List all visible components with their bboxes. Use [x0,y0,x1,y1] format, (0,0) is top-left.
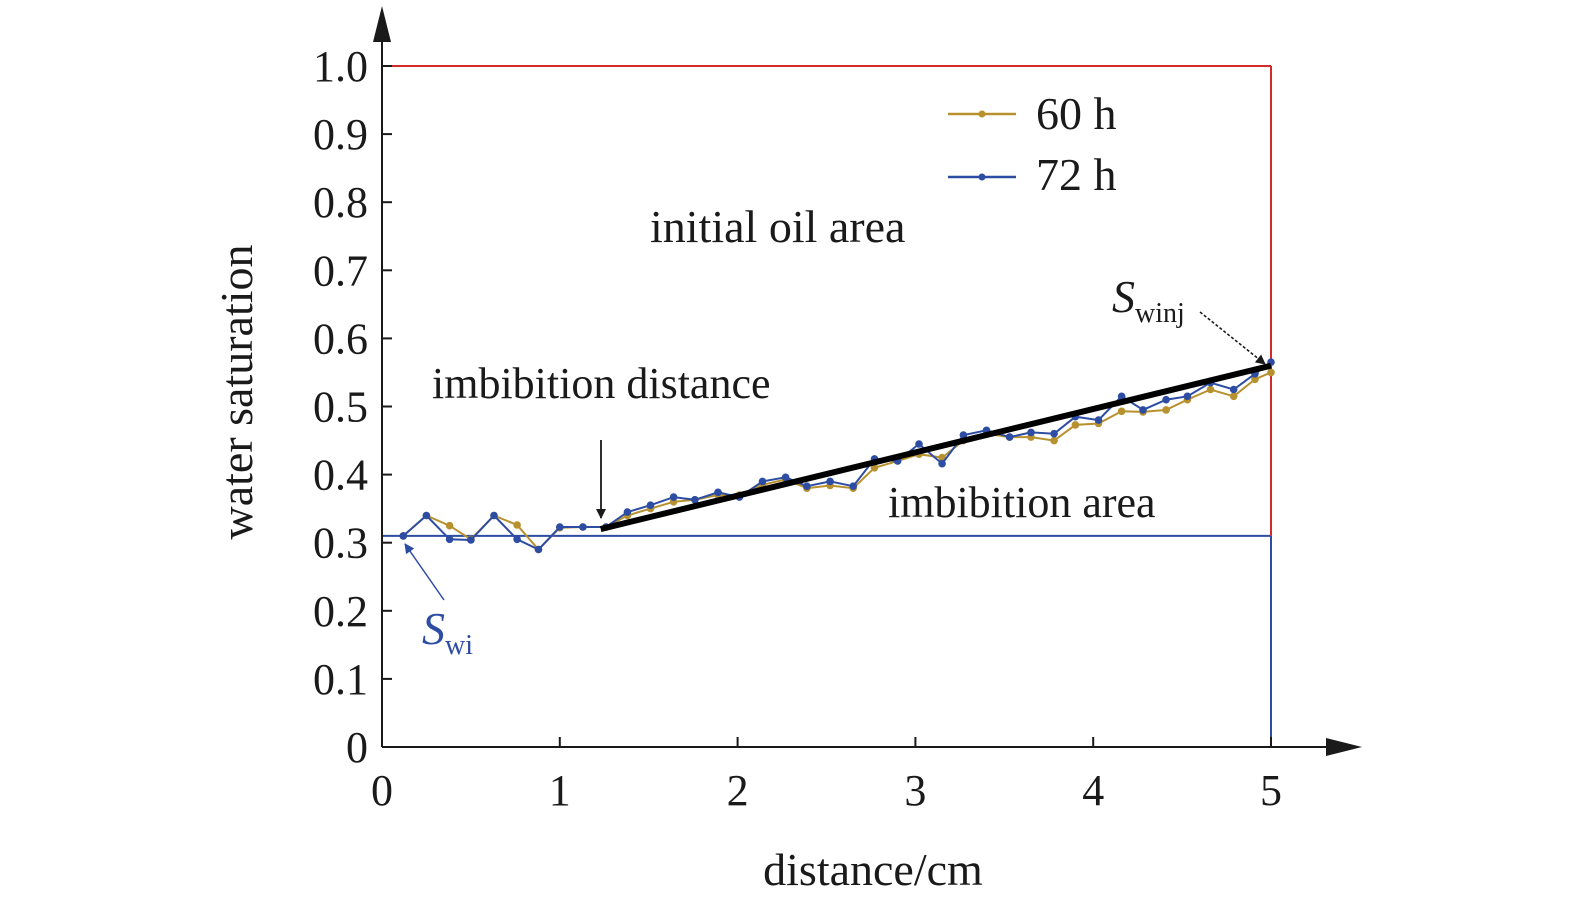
series-group [399,358,1275,554]
series-1-point [646,501,655,510]
legend-label-72h: 72 h [1036,149,1117,200]
series-line-1 [402,361,1272,551]
series-1-point [849,482,857,491]
series-1-point [556,523,564,531]
series-1-point [579,523,587,531]
series-0-point [1206,385,1215,394]
series-0-point [1162,406,1170,414]
annotation-swi: Swi [422,603,473,661]
series-0-point [1071,421,1080,429]
series-0-point [1251,375,1259,384]
reference-lines [382,65,1272,747]
series-1-point [399,532,408,540]
legend: 60 h 72 h [948,88,1117,200]
annotation-initial-oil-area: initial oil area [650,201,905,252]
series-1-point [938,459,946,468]
x-tick-label: 1 [549,766,571,815]
swi-symbol: S [422,603,445,654]
y-axis-title: water saturation [211,244,262,539]
series-1-point [669,493,678,501]
y-axis-arrowhead [373,6,391,42]
series-1-point [1117,392,1126,401]
series-1-point [1005,433,1014,441]
series-1-point [422,511,431,520]
y-tick-label: 1.0 [313,42,368,91]
x-axis-arrowhead [1326,738,1362,756]
swinj-arrow [1199,311,1266,365]
x-axis-title: distance/cm [763,844,983,895]
series-1-point [1050,429,1058,438]
series-1-point [1162,395,1170,404]
series-1-point [1139,406,1147,414]
series-0-point [1229,392,1238,401]
swinj-subscript: winj [1135,298,1185,329]
legend-marker-72h [978,173,986,181]
series-0-point [870,464,879,472]
series-1-point [1027,428,1035,437]
series-1-point [803,482,811,491]
series-1-point [826,477,834,486]
series-1-point [534,545,543,554]
y-tick-label: 0.6 [313,314,368,363]
y-tick-label: 0.7 [313,246,368,295]
series-1-point [758,477,767,486]
trend-line-group [599,362,1272,532]
series-1-point [959,431,968,439]
series-1-point [513,535,521,544]
swi-subscript: wi [445,630,473,661]
series-1-point [467,536,475,544]
series-0-point [1117,407,1126,416]
axes: 0 0.1 0.2 0.3 0.4 0.5 0.6 0.7 0.8 0.9 1.0 0 1 2 3 4 5 [313,6,1362,815]
x-tick-label: 0 [371,766,393,815]
x-tick-label: 2 [727,766,749,815]
series-1-point [781,473,790,482]
y-tick-label: 0.9 [313,110,368,159]
series-1-point [623,508,632,516]
y-tick-label: 0.3 [313,519,368,568]
y-tick-label: 0.1 [313,655,368,704]
series-1-point [1229,385,1238,394]
series-0-point [513,521,521,529]
series-1-point [714,488,722,497]
imbibition-trend-line [599,362,1272,532]
y-tick-label: 0.2 [313,587,368,636]
series-1-point [490,511,498,520]
series-0-point [445,521,454,530]
y-tick-label: 0.8 [313,178,368,227]
y-tick-label: 0 [346,723,368,772]
swinj-symbol: S [1112,271,1135,322]
series-0-point [1050,436,1058,445]
annotation-imbibition-distance: imbibition distance [432,359,771,408]
series-1-point [1094,416,1103,424]
legend-marker-60h [978,110,986,118]
series-0-point [1267,368,1275,377]
x-tick-label: 5 [1260,766,1282,815]
swi-arrow [404,543,445,601]
annotation-swinj: Swinj [1112,271,1185,329]
series-1-point [1183,392,1192,401]
series-1-point [445,535,454,544]
series-1-point [915,440,923,448]
series-1-point [691,496,699,504]
x-tick-label: 3 [904,766,926,815]
x-tick-label: 4 [1082,766,1104,815]
y-tick-label: 0.5 [313,383,368,432]
annotation-imbibition-area: imbibition area [888,478,1156,527]
legend-label-60h: 60 h [1036,88,1117,139]
y-tick-label: 0.4 [313,451,368,500]
